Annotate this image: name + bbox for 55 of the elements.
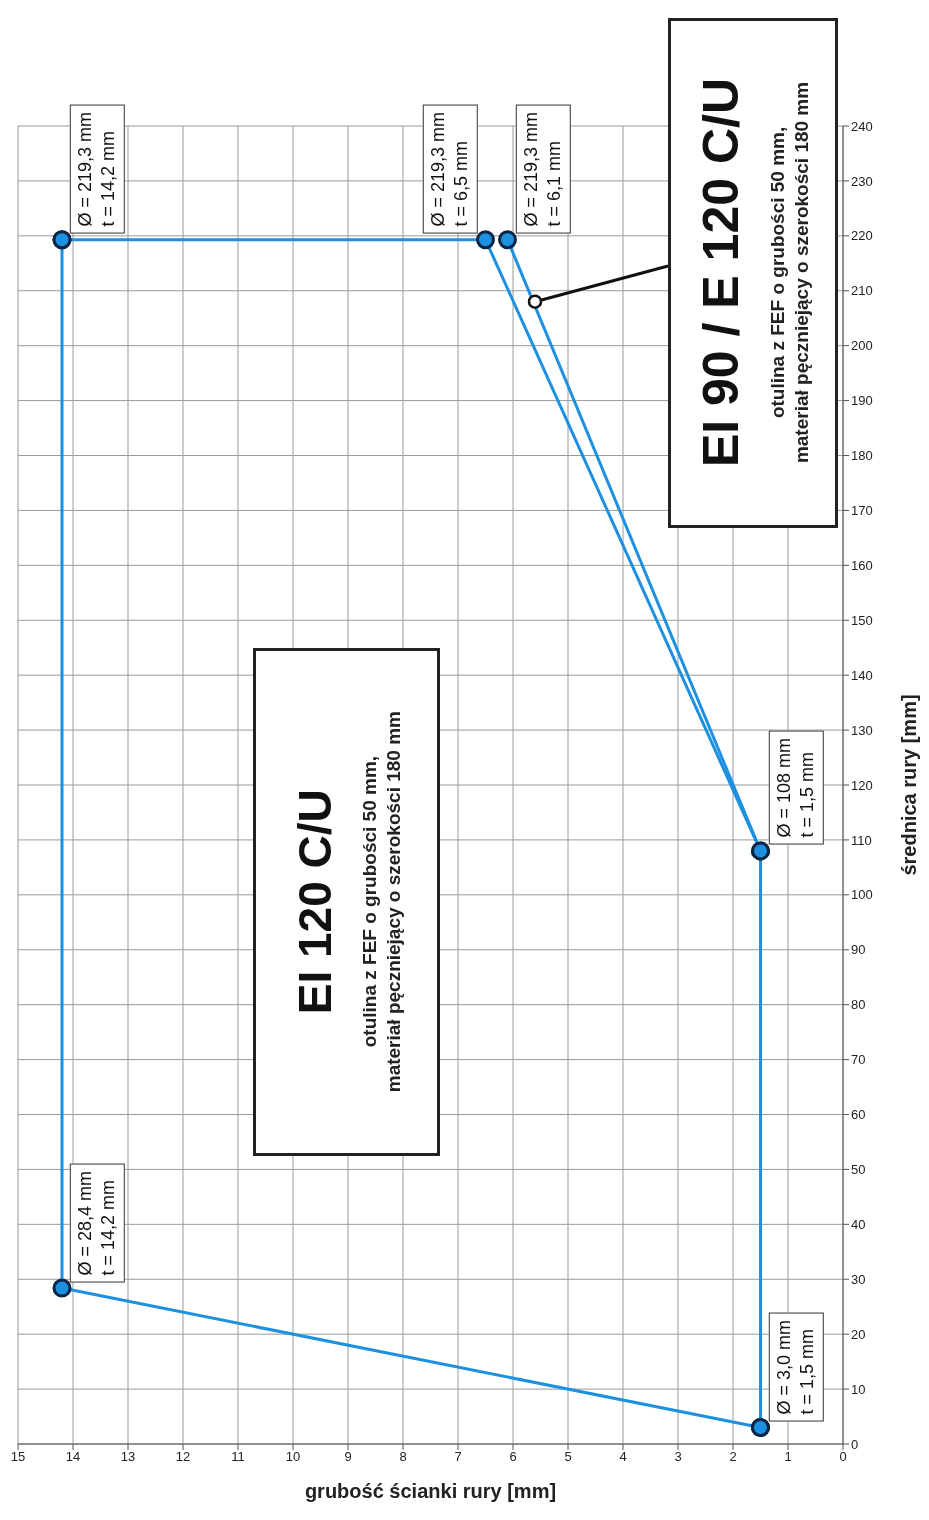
y-tick-label: 60 (851, 1107, 866, 1123)
annotation: Ø = 219,3 mm t = 6,1 mm (515, 105, 571, 234)
y-tick-label: 130 (851, 722, 873, 738)
x-tick-label: 10 (285, 1449, 301, 1465)
annotation: Ø = 108 mm t = 1,5 mm (768, 731, 824, 845)
text-box: EI 90 / E 120 C/U otulina z FEF o grubości 50 mm, materiał pęczniejący o szerokości 180 mm (668, 18, 838, 528)
x-tick-label: 3 (674, 1449, 682, 1465)
x-tick-label: 8 (399, 1449, 407, 1465)
y-tick-label: 20 (851, 1326, 866, 1342)
y-axis-title: średnica rury [mm] (898, 694, 921, 876)
text-box: EI 120 C/U otulina z FEF o grubości 50 mm, materiał pęczniejący o szerokości 180 mm (253, 648, 440, 1156)
y-tick-label: 90 (851, 942, 866, 958)
y-tick-label: 30 (851, 1271, 866, 1287)
y-tick-label: 80 (851, 997, 866, 1013)
y-tick-label: 110 (851, 832, 872, 848)
annotation: otulina z FEF o grubości 50 mm, materiał pęczniejący o szerokości 180 mm (766, 82, 813, 464)
x-tick-label: 1 (784, 1449, 792, 1465)
y-tick-label: 40 (851, 1216, 866, 1232)
x-tick-label: 13 (120, 1449, 136, 1465)
y-tick-label: 140 (851, 667, 873, 683)
annotation: Ø = 3,0 mm t = 1,5 mm (768, 1313, 824, 1422)
y-tick-label: 10 (851, 1381, 866, 1397)
y-tick-label: 200 (851, 338, 873, 354)
x-tick-label: 4 (619, 1449, 627, 1465)
y-tick-label: 220 (851, 228, 873, 244)
x-tick-label: 5 (564, 1449, 572, 1465)
y-tick-label: 0 (851, 1436, 859, 1452)
x-tick-label: 7 (454, 1449, 462, 1465)
y-tick-label: 170 (851, 503, 873, 519)
x-tick-label: 9 (344, 1449, 352, 1465)
y-tick-label: 120 (851, 777, 873, 793)
x-tick-label: 15 (10, 1449, 26, 1465)
x-tick-label: 14 (65, 1449, 81, 1465)
y-tick-label: 210 (851, 283, 873, 299)
annotation: Ø = 219,3 mm t = 6,5 mm (422, 105, 478, 234)
annotation: Ø = 219,3 mm t = 14,2 mm (70, 105, 125, 234)
y-tick-label: 240 (851, 118, 873, 134)
y-tick-label: 160 (851, 557, 873, 573)
annotation: otulina z FEF o grubości 50 mm, materiał pęczniejący o szerokości 180 mm (357, 711, 405, 1093)
y-tick-label: 190 (851, 393, 873, 409)
y-tick-label: 50 (851, 1162, 866, 1178)
x-tick-label: 11 (231, 1449, 245, 1465)
annotation: EI 120 C/U (287, 789, 342, 1015)
y-tick-label: 180 (851, 448, 873, 464)
annotation: Ø = 28,4 mm t = 14,2 mm (70, 1163, 125, 1283)
x-tick-label: 0 (839, 1449, 847, 1465)
y-tick-label: 100 (851, 887, 873, 903)
x-tick-label: 12 (175, 1449, 191, 1465)
annotation: EI 90 / E 120 C/U (692, 78, 751, 468)
x-tick-label: 2 (729, 1449, 737, 1465)
x-tick-label: 6 (509, 1449, 517, 1465)
x-axis-title: grubość ścianki rury [mm] (304, 1480, 557, 1502)
y-tick-label: 150 (851, 612, 873, 628)
y-tick-label: 230 (851, 173, 873, 189)
y-tick-label: 70 (851, 1052, 866, 1068)
